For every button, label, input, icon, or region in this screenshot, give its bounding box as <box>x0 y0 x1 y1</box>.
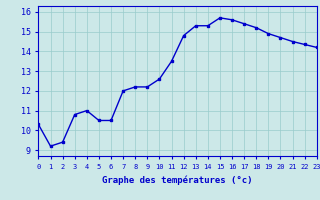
X-axis label: Graphe des températures (°c): Graphe des températures (°c) <box>102 175 253 185</box>
